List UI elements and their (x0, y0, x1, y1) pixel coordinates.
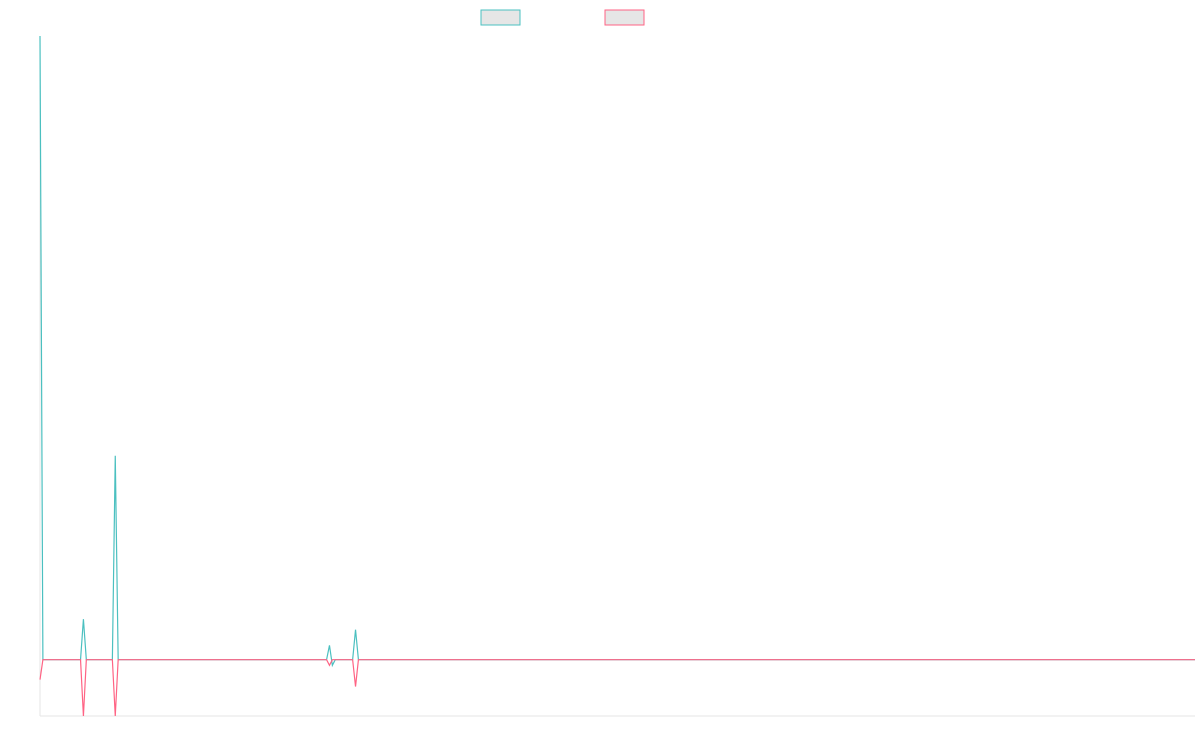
series-line-2 (39, 659, 1195, 717)
series-lines (39, 35, 1195, 717)
legend-swatch-2 (604, 9, 645, 26)
axes (39, 36, 1195, 717)
legend-item-2[interactable] (604, 9, 645, 26)
legend-swatch-1 (480, 9, 521, 26)
legend-item-1[interactable] (480, 9, 521, 26)
legend[interactable] (480, 9, 645, 26)
series-line-1 (39, 35, 1195, 668)
